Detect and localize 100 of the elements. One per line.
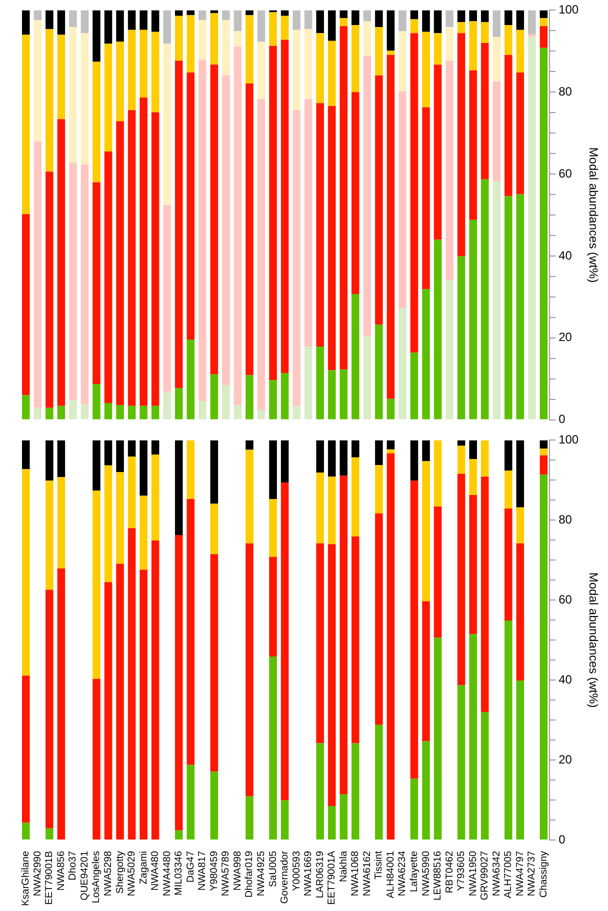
bar [198, 20, 206, 60]
bar [457, 10, 466, 22]
bar [174, 534, 183, 830]
bar [257, 10, 266, 42]
bar [434, 506, 442, 638]
x-tick-label: NWA4480 [162, 850, 173, 896]
bar [340, 369, 348, 420]
bar [269, 440, 277, 499]
bar [234, 405, 242, 420]
x-tick-label: Y000593 [291, 850, 302, 892]
bar [92, 440, 100, 491]
bar [46, 408, 54, 420]
bar [386, 440, 395, 450]
bar [328, 476, 336, 544]
bar [104, 10, 112, 44]
x-tick-label: Dhofar019 [244, 850, 256, 898]
bar [469, 634, 477, 840]
bar [446, 280, 454, 420]
bar [304, 346, 312, 420]
bar [151, 540, 160, 840]
bar [363, 336, 372, 420]
bar [140, 406, 148, 420]
x-tick-label: ALH77005 [503, 850, 514, 898]
x-tick-label: NWA2990 [32, 850, 44, 896]
bar [410, 33, 418, 353]
y-tick-label: 20 [558, 752, 572, 766]
bar [151, 406, 160, 420]
bar [469, 494, 477, 634]
bar [280, 800, 289, 840]
bar [457, 440, 466, 446]
bar [116, 472, 124, 564]
x-tick-label: Governador [280, 850, 291, 904]
bar [34, 20, 42, 142]
bar [269, 12, 277, 46]
bar [363, 56, 372, 336]
x-tick-label: Dho37 [68, 850, 79, 880]
y-tick-label: 100 [558, 432, 579, 447]
bar [269, 656, 277, 840]
bar [210, 504, 218, 554]
bar [386, 54, 395, 399]
bar [516, 194, 524, 420]
bar [434, 33, 442, 65]
bar [328, 440, 336, 477]
bar [457, 685, 466, 840]
y-axis-title: Modal abundances (wt%) [586, 147, 600, 283]
x-tick-label: Tissint [374, 850, 385, 880]
bar [69, 10, 77, 27]
x-tick-label: Nakhla [338, 850, 350, 882]
bar [57, 406, 66, 420]
bar [328, 40, 336, 106]
bar [186, 72, 195, 340]
bar [128, 456, 136, 528]
bar [22, 822, 30, 840]
bar [375, 440, 383, 465]
x-tick-label: ALH84001 [385, 850, 396, 898]
bar [116, 121, 124, 406]
bar [469, 70, 477, 220]
bar [22, 440, 30, 469]
bar [386, 398, 395, 420]
bar [375, 724, 383, 840]
bar [316, 743, 324, 840]
x-tick-label: KsarGhilane [20, 850, 32, 906]
bar [34, 142, 42, 408]
bar [292, 110, 300, 406]
bar [128, 440, 136, 457]
y-tick-label: 20 [558, 330, 572, 344]
y-tick-label: 80 [558, 84, 572, 98]
x-tick-label: NWA480 [150, 850, 162, 891]
x-tick-label: QUE94201 [79, 850, 90, 900]
bar [46, 480, 54, 590]
bar [340, 18, 348, 26]
bar [340, 10, 348, 18]
bar [246, 10, 254, 16]
bar [292, 30, 300, 110]
x-tick-label: NWA5990 [420, 850, 432, 896]
x-tick-label: NWA998 [232, 850, 244, 891]
bar [257, 99, 266, 410]
bar [480, 179, 489, 420]
bar [340, 476, 348, 794]
y-tick-label: 60 [558, 166, 572, 180]
bar [492, 181, 501, 420]
bar [116, 42, 124, 122]
bar [22, 676, 30, 823]
bar [316, 472, 324, 544]
x-tick-label: LEW88516 [432, 850, 444, 900]
bar [128, 30, 136, 110]
bar [528, 34, 536, 37]
bar [410, 440, 418, 481]
bar [198, 400, 206, 420]
bar [516, 507, 524, 544]
bar [375, 10, 383, 27]
x-tick-label: NWA4925 [256, 850, 267, 896]
y-tick-label: 40 [558, 672, 572, 686]
bar [386, 10, 395, 51]
bar [174, 16, 183, 61]
bar [280, 373, 289, 420]
bar [140, 440, 148, 496]
bar [304, 10, 312, 30]
bar [128, 10, 136, 30]
bar [375, 26, 383, 76]
